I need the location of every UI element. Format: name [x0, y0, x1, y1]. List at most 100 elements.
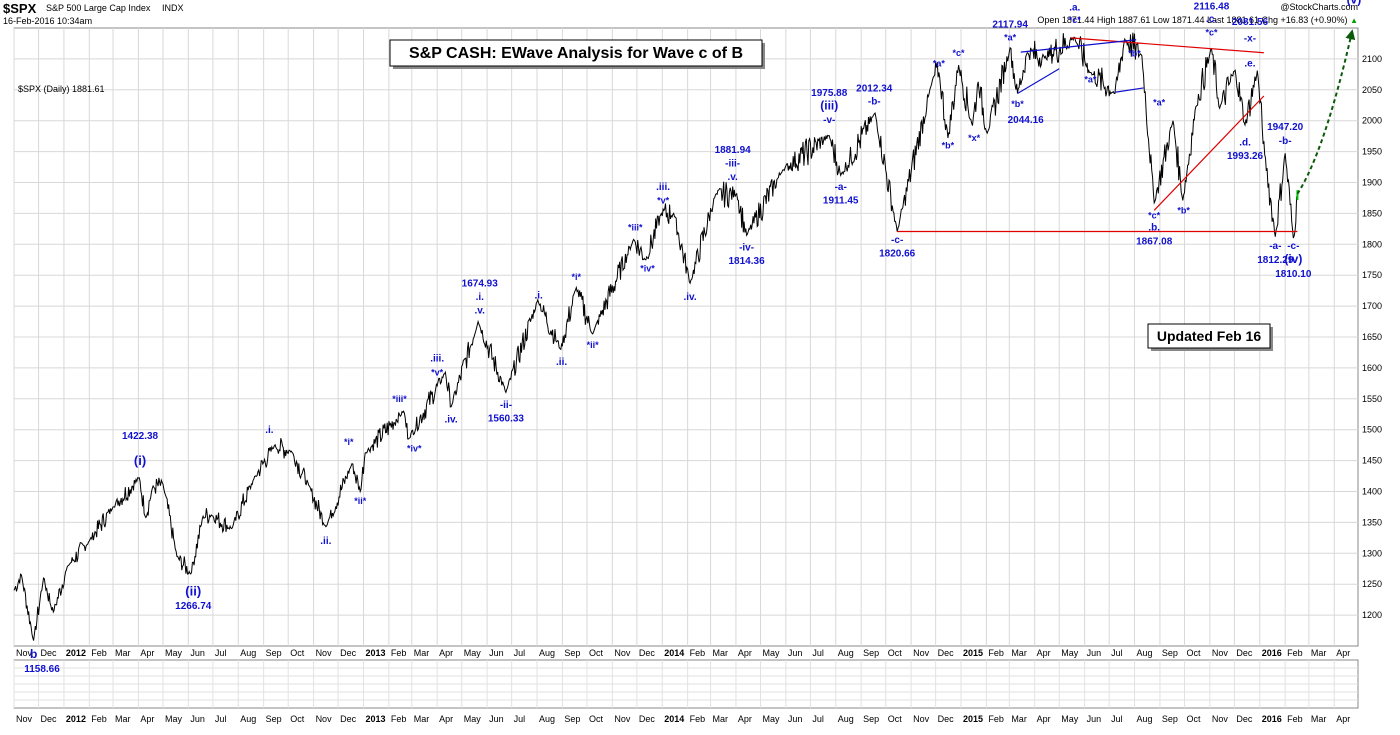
x-tick-label: Sep: [266, 648, 282, 658]
wave-label: -a-: [835, 182, 847, 193]
wave-label: -iii-: [725, 158, 740, 169]
x-tick-label: Nov: [614, 648, 631, 658]
x-tick-label: Oct: [1186, 648, 1201, 658]
wave-label: (ii): [185, 583, 201, 598]
y-tick-label: 1350: [1362, 517, 1382, 527]
x-tick-label: May: [762, 648, 780, 658]
wave-label: *iii*: [392, 394, 407, 404]
wave-label: *a*: [933, 58, 946, 68]
wave-label: 1881.94: [715, 145, 752, 156]
lower-x-tick-label: Dec: [639, 714, 656, 724]
wave-label: *b*: [1011, 99, 1024, 109]
x-tick-label: May: [1061, 648, 1079, 658]
x-tick-label: Dec: [639, 648, 656, 658]
x-tick-label: Nov: [316, 648, 333, 658]
wave-label: .v.: [727, 172, 738, 183]
x-tick-label: Feb: [690, 648, 706, 658]
lower-x-tick-label: Feb: [1287, 714, 1303, 724]
wave-label: *i*: [572, 272, 582, 282]
lower-x-tick-label: Jul: [1111, 714, 1123, 724]
lower-x-tick-label: Sep: [266, 714, 282, 724]
lower-x-tick-label: Feb: [690, 714, 706, 724]
x-tick-label: Jun: [1087, 648, 1102, 658]
lower-x-tick-label: Jul: [215, 714, 227, 724]
y-tick-label: 1900: [1362, 178, 1382, 188]
wave-label: -c-: [891, 235, 903, 246]
wave-label: *a*: [1153, 97, 1166, 107]
x-tick-label: Jul: [812, 648, 824, 658]
x-tick-label: Mar: [713, 648, 729, 658]
lower-x-tick-label: Sep: [564, 714, 580, 724]
wave-label: 1266.74: [175, 601, 212, 612]
y-tick-label: 2000: [1362, 116, 1382, 126]
lower-x-tick-label: Feb: [988, 714, 1004, 724]
wave-label: .a.: [1069, 3, 1080, 14]
x-tick-label: Mar: [1011, 648, 1027, 658]
wave-label: 1810.10: [1275, 269, 1312, 280]
lower-x-tick-label: Oct: [1186, 714, 1201, 724]
lower-x-tick-label: Aug: [1137, 714, 1153, 724]
lower-x-tick-label: Sep: [1162, 714, 1178, 724]
wave-label: *v*: [657, 196, 670, 206]
x-tick-label: Apr: [1037, 648, 1051, 658]
lower-x-tick-label: Apr: [1037, 714, 1051, 724]
x-tick-label: Feb: [91, 648, 107, 658]
x-tick-label: May: [165, 648, 183, 658]
wave-label: .b.: [1148, 223, 1160, 234]
y-tick-label: 1800: [1362, 239, 1382, 249]
wave-label: *b*: [1128, 48, 1141, 58]
lower-x-tick-label: Jun: [489, 714, 504, 724]
x-tick-label: 2016: [1262, 648, 1282, 658]
x-tick-label: Aug: [1137, 648, 1153, 658]
wave-label: .i.: [476, 292, 485, 303]
lower-x-tick-label: Apr: [1336, 714, 1350, 724]
wave-label: 2012.34: [856, 84, 893, 95]
wave-label: .e.: [1244, 58, 1255, 69]
y-tick-label: 1600: [1362, 363, 1382, 373]
x-tick-label: Apr: [140, 648, 154, 658]
wave-label: .iii.: [656, 182, 670, 193]
lower-x-tick-label: Oct: [589, 714, 604, 724]
wave-label: -v-: [823, 115, 835, 126]
wave-label: *iv*: [640, 263, 655, 273]
lower-x-tick-label: Aug: [240, 714, 256, 724]
lower-panel-label: 1158.66: [24, 664, 60, 675]
wave-label: 2081.56: [1232, 17, 1269, 28]
wave-label: 2044.16: [1008, 115, 1045, 126]
x-tick-label: Jun: [489, 648, 504, 658]
wave-label: 2116.48: [1194, 1, 1230, 12]
wave-label: .ii.: [320, 536, 331, 547]
x-tick-label: Mar: [115, 648, 131, 658]
low-marker-label: b: [30, 647, 37, 661]
x-tick-label: Dec: [938, 648, 955, 658]
lower-x-tick-label: Mar: [414, 714, 430, 724]
wave-label: *c*: [1205, 27, 1218, 37]
wave-label: (iv): [1284, 252, 1302, 266]
lower-x-tick-label: Feb: [391, 714, 407, 724]
lower-x-tick-label: May: [1061, 714, 1079, 724]
lower-x-tick-label: Mar: [1311, 714, 1327, 724]
wave-label: *c*: [953, 48, 966, 58]
lower-x-tick-label: Dec: [938, 714, 955, 724]
lower-x-tick-label: Feb: [91, 714, 107, 724]
wave-label: -b-: [1279, 136, 1292, 147]
wave-label: 2117.94: [992, 19, 1028, 30]
wave-label: 1911.45: [823, 196, 859, 207]
x-tick-label: Nov: [913, 648, 930, 658]
lower-x-tick-label: Dec: [1236, 714, 1253, 724]
wave-label: .iv.: [684, 292, 697, 303]
wave-label: (iii): [820, 99, 838, 113]
lower-x-tick-label: Apr: [738, 714, 752, 724]
y-tick-label: 1400: [1362, 487, 1382, 497]
wave-label: -x-: [1244, 34, 1256, 45]
x-tick-label: Sep: [1162, 648, 1178, 658]
y-tick-label: 1450: [1362, 456, 1382, 466]
y-tick-label: 1250: [1362, 579, 1382, 589]
x-tick-label: Feb: [391, 648, 407, 658]
y-tick-label: 1650: [1362, 332, 1382, 342]
wave-label: *c*: [1069, 15, 1082, 25]
wave-label: *iv*: [407, 443, 422, 453]
lower-x-tick-label: 2014: [664, 714, 684, 724]
lower-x-tick-label: Sep: [863, 714, 879, 724]
